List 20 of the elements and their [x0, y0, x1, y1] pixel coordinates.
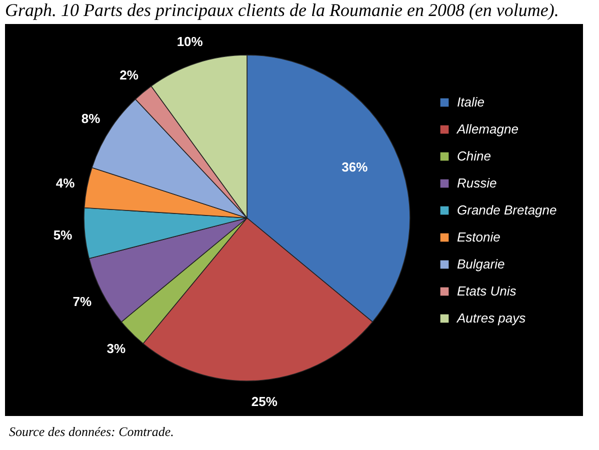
- data-label: 25%: [251, 394, 278, 410]
- legend-label: Italie: [457, 94, 484, 110]
- data-label: 8%: [81, 110, 101, 126]
- data-label: 5%: [53, 227, 73, 242]
- legend-label: Bulgarie: [457, 256, 505, 272]
- data-label: 36%: [342, 159, 368, 174]
- data-label: 10%: [176, 34, 204, 50]
- legend-label: Autres pays: [456, 310, 526, 326]
- legend-label: Allemagne: [456, 122, 518, 136]
- data-label: 7%: [72, 294, 92, 309]
- legend-label: Russie: [457, 176, 497, 190]
- data-label: 2%: [120, 67, 139, 82]
- data-label: 3%: [106, 340, 126, 356]
- data-label: 4%: [56, 175, 76, 190]
- legend-label: Etats Unis: [457, 284, 517, 298]
- legend-label: Estonie: [457, 230, 500, 244]
- chart-title: Graph. 10 Parts des principaux clients de la Roumanie en 2008 (en volume).: [5, 0, 559, 20]
- legend-label: Grande Bretagne: [457, 202, 557, 218]
- legend-label: Chine: [457, 148, 491, 164]
- source-note: Source des données: Comtrade.: [9, 424, 174, 439]
